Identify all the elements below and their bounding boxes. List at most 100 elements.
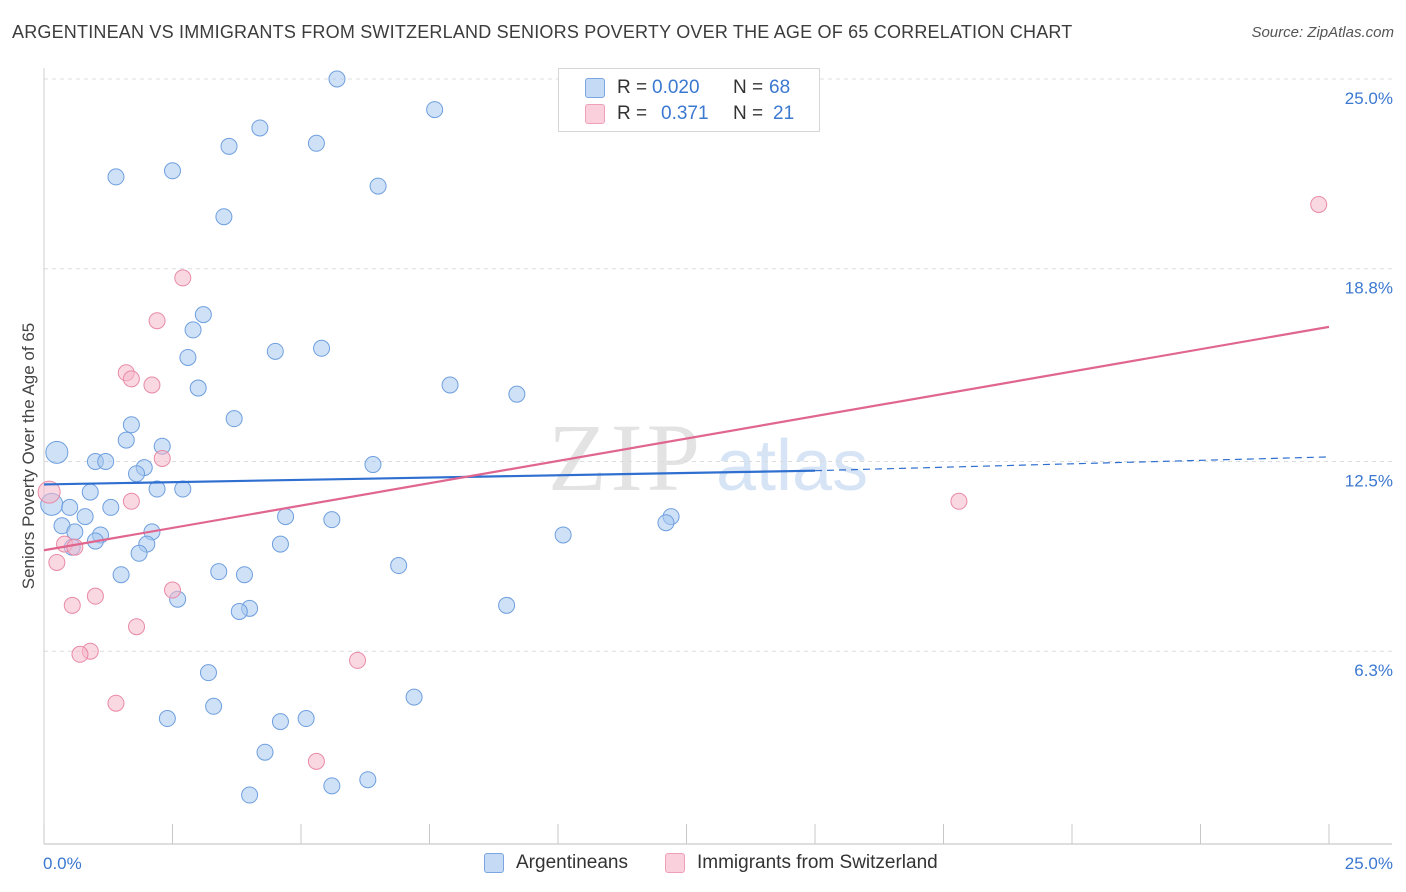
argentineans-point [364, 456, 382, 474]
switzerland-point [37, 480, 61, 504]
argentineans-point [369, 177, 387, 195]
switzerland-point [950, 492, 968, 510]
argentineans-point [112, 566, 130, 584]
legend-n-value: 68 [769, 77, 791, 98]
correlation-legend: R = 0.020 N = 68 R = 0.371 N = 21 [558, 68, 820, 132]
switzerland-point [349, 651, 367, 669]
switzerland-point [174, 269, 192, 287]
series-legend: Argentineans Immigrants from Switzerland [0, 852, 1406, 876]
switzerland-point [122, 370, 140, 388]
argentineans-trend-line [43, 469, 816, 486]
switzerland-point [128, 618, 146, 636]
argentineans-point [205, 697, 223, 715]
switzerland-point [143, 376, 161, 394]
switzerland-point [66, 538, 84, 556]
argentineans-point [359, 771, 377, 789]
argentineans-point [220, 137, 238, 155]
x-tick-label-min: 0.0% [43, 854, 82, 873]
argentineans-point [199, 664, 217, 682]
grid-lines [44, 78, 1392, 652]
argentineans-point [210, 563, 228, 581]
axes [43, 68, 1392, 845]
legend-r-value: 0.371 [661, 103, 709, 124]
argentineans-point [657, 514, 675, 532]
argentineans-point [266, 342, 284, 360]
argentineans-point [215, 208, 233, 226]
argentineans-point [107, 168, 125, 186]
argentineans-point [508, 385, 526, 403]
argentineans-point [179, 348, 197, 366]
argentineans-point [230, 602, 248, 620]
switzerland-point [48, 553, 66, 571]
legend-label-argentineans: Argentineans [516, 852, 628, 873]
argentineans-point [148, 480, 166, 498]
argentineans-point [271, 713, 289, 731]
argentineans-point [251, 119, 269, 137]
legend-n-label: N = [733, 103, 764, 124]
argentineans-point [130, 544, 148, 562]
argentineans-point [554, 526, 572, 544]
argentineans-point [307, 134, 325, 152]
switzerland-point [164, 581, 181, 599]
legend-swatch-argentineans [484, 853, 504, 873]
argentineans-point [271, 535, 289, 553]
argentineans-point [277, 508, 295, 526]
argentineans-point [297, 710, 315, 728]
argentineans-point [45, 440, 69, 464]
legend-swatch-switzerland [665, 853, 685, 873]
argentineans-trend-extension [814, 456, 1330, 472]
argentineans-point [61, 498, 79, 516]
argentineans-point [256, 743, 274, 761]
argentineans-point [194, 306, 212, 324]
argentineans-point [81, 483, 99, 501]
chart-title: ARGENTINEAN VS IMMIGRANTS FROM SWITZERLA… [12, 22, 1073, 42]
argentineans-point [426, 101, 444, 119]
argentineans-point [405, 688, 423, 706]
switzerland-point [148, 312, 166, 330]
argentineans-point [76, 508, 94, 526]
x-tick-label-max: 25.0% [1345, 854, 1393, 873]
tick-labels: 6.3% 12.5% 18.8% 25.0% 0.0% 25.0% [43, 89, 1393, 873]
legend-n-value: 21 [773, 103, 795, 124]
argentineans-point [122, 416, 140, 434]
switzerland-point [1310, 195, 1328, 213]
argentineans-point [328, 70, 346, 88]
argentineans-point [313, 339, 331, 357]
watermark-atlas: atlas [716, 426, 868, 506]
argentineans-point [158, 710, 176, 728]
switzerland-point [307, 752, 325, 770]
argentineans-point [174, 480, 192, 498]
y-tick-label: 6.3% [1354, 661, 1393, 680]
argentineans-point [184, 321, 202, 339]
argentineans-point [441, 376, 459, 394]
switzerland-point [71, 645, 89, 663]
argentineans-point [164, 162, 181, 180]
argentineans-point [323, 511, 341, 529]
y-tick-label: 12.5% [1345, 472, 1393, 491]
source-label: Source: ZipAtlas.com [1251, 24, 1394, 41]
argentineans-point [97, 453, 115, 470]
y-tick-label: 25.0% [1345, 89, 1393, 108]
switzerland-point [86, 587, 104, 605]
trend-lines [43, 325, 1330, 552]
watermark: ZIP atlas [548, 404, 868, 511]
argentineans-point [117, 431, 135, 449]
switzerland-point [122, 492, 140, 510]
legend-r-label: R = [617, 103, 648, 124]
legend-r-label: R = [617, 77, 648, 98]
legend-label-switzerland: Immigrants from Switzerland [697, 852, 938, 873]
argentineans-point [102, 498, 120, 516]
switzerland-point [63, 596, 81, 614]
legend-swatch-argentineans [585, 78, 605, 98]
switzerland-trend-line [43, 325, 1330, 552]
argentineans-point [235, 566, 253, 584]
argentineans-point [225, 410, 243, 428]
argentineans-point [128, 465, 146, 483]
legend-n-label: N = [733, 77, 764, 98]
y-tick-label: 18.8% [1345, 279, 1393, 298]
legend-r-value: 0.020 [652, 77, 700, 98]
switzerland-point [153, 449, 171, 467]
argentineans-point [189, 379, 207, 397]
argentineans-point [498, 596, 516, 614]
